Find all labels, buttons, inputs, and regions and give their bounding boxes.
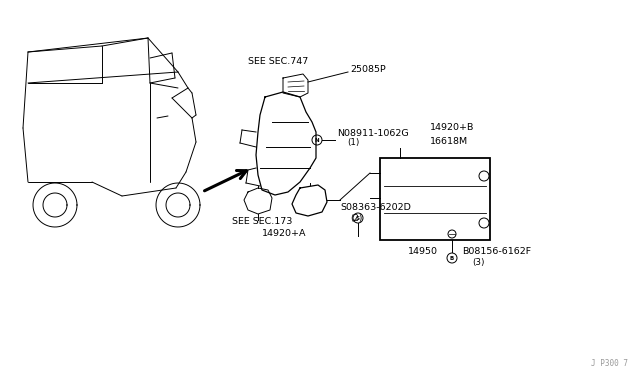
Text: B: B xyxy=(450,256,454,260)
Text: 14950: 14950 xyxy=(408,247,438,257)
Text: 14920+A: 14920+A xyxy=(262,230,307,238)
Text: N: N xyxy=(315,138,319,142)
Text: S: S xyxy=(356,215,360,221)
Text: J P300 7: J P300 7 xyxy=(591,359,628,369)
Text: SEE SEC.747: SEE SEC.747 xyxy=(248,58,308,67)
Text: 25085P: 25085P xyxy=(350,65,386,74)
Text: (1): (1) xyxy=(347,138,360,148)
Text: (2): (2) xyxy=(350,214,362,222)
Text: S08363-6202D: S08363-6202D xyxy=(340,203,411,212)
Text: 16618M: 16618M xyxy=(430,138,468,147)
Text: (3): (3) xyxy=(472,257,484,266)
Text: B08156-6162F: B08156-6162F xyxy=(462,247,531,257)
Text: 14920+B: 14920+B xyxy=(430,124,474,132)
Text: SEE SEC.173: SEE SEC.173 xyxy=(232,218,292,227)
Bar xyxy=(380,158,490,240)
Text: N08911-1062G: N08911-1062G xyxy=(337,128,408,138)
